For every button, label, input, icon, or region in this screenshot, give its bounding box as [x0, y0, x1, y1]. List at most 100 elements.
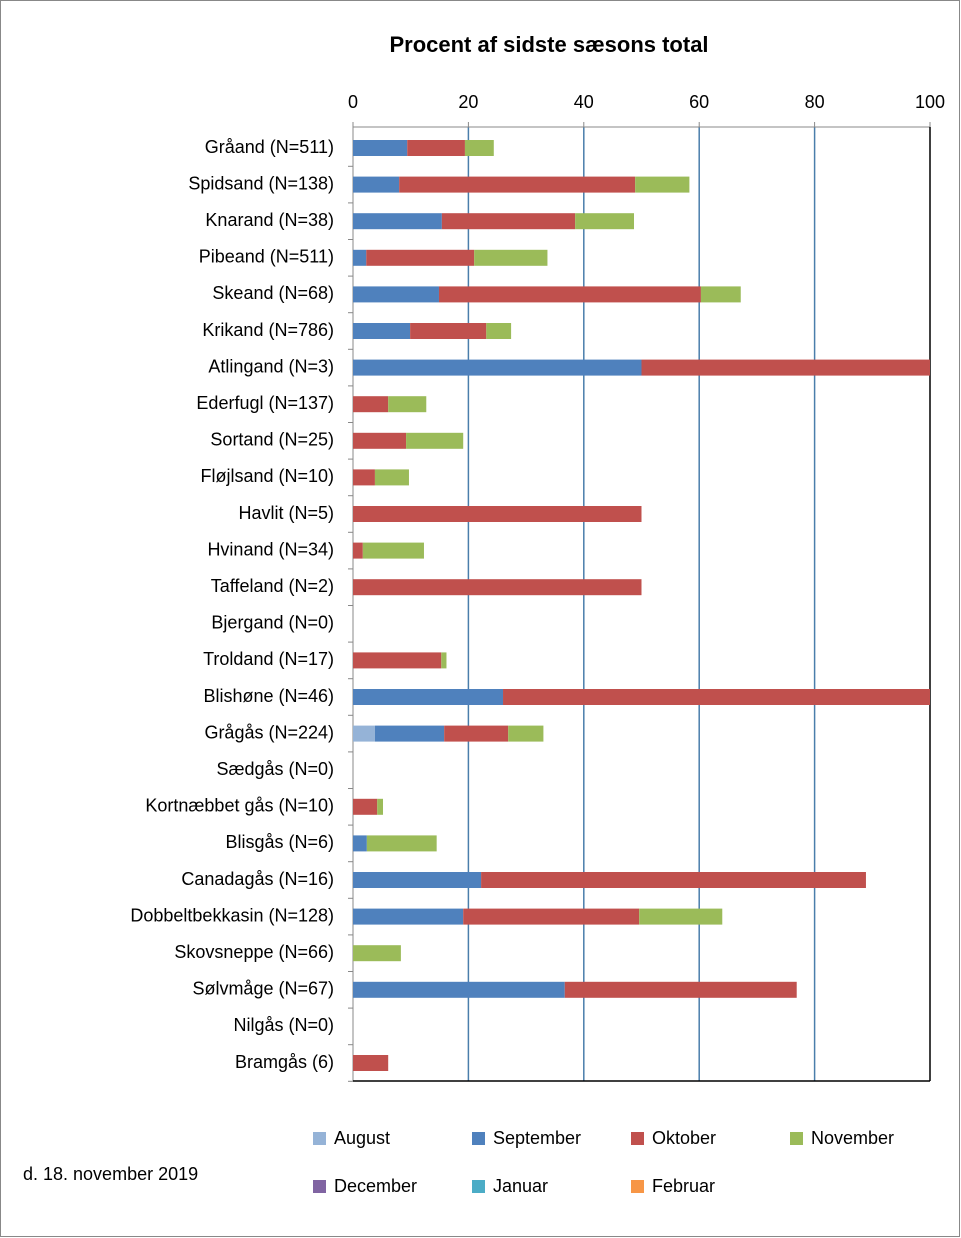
y-tick-label: Hvinand (N=34): [207, 539, 334, 559]
bar-segment: [353, 579, 642, 596]
y-tick-label: Sortand (N=25): [210, 430, 334, 450]
y-tick-label: Ederfugl (N=137): [196, 393, 334, 413]
y-tick-label: Sædgås (N=0): [216, 759, 334, 779]
bar-segment: [564, 981, 797, 998]
bar-segment: [353, 652, 442, 669]
bar-segment: [353, 1055, 389, 1071]
bar-segment: [366, 835, 437, 852]
bar-segment: [353, 835, 367, 852]
bar-segment: [441, 213, 576, 230]
bar-segment: [353, 689, 504, 705]
footnote: d. 18. november 2019: [23, 1164, 198, 1184]
y-tick-label: Spidsand (N=138): [188, 173, 334, 193]
y-tick-label: Dobbeltbekkasin (N=128): [130, 905, 334, 925]
bar-segment: [353, 396, 389, 413]
y-tick-label: Skovsneppe (N=66): [174, 942, 334, 962]
x-tick-label: 0: [348, 92, 358, 112]
legend-swatch: [631, 1180, 644, 1193]
bar-segment: [353, 432, 407, 449]
bar-segment: [374, 725, 445, 742]
legend-label: November: [811, 1128, 894, 1148]
y-tick-label: Gråand (N=511): [205, 137, 334, 157]
bar-segment: [481, 872, 866, 888]
x-tick-label: 80: [805, 92, 825, 112]
bar-segment: [353, 176, 400, 193]
bar-segment: [508, 725, 544, 742]
bar-segment: [464, 140, 494, 156]
x-tick-label: 40: [574, 92, 594, 112]
bar-segment: [407, 140, 465, 156]
y-tick-label: Nilgås (N=0): [233, 1015, 334, 1035]
legend-swatch: [790, 1132, 803, 1145]
chart-title: Procent af sidste sæsons total: [389, 32, 708, 57]
bar-segment: [635, 176, 690, 193]
bar-segment: [353, 725, 375, 742]
y-tick-label: Knarand (N=38): [205, 210, 334, 230]
y-tick-label: Grågås (N=224): [204, 722, 334, 742]
legend-swatch: [313, 1132, 326, 1145]
y-tick-label: Canadagås (N=16): [181, 869, 334, 889]
y-tick-label: Havlit (N=5): [238, 503, 334, 523]
y-tick-label: Taffeland (N=2): [211, 576, 334, 596]
bar-segment: [441, 652, 447, 669]
y-tick-label: Atlingand (N=3): [208, 356, 334, 376]
bar-segment: [410, 323, 487, 339]
legend-label: December: [334, 1176, 417, 1196]
y-tick-label: Kortnæbbet gås (N=10): [145, 796, 334, 816]
bar-segment: [399, 176, 636, 193]
bar-segment: [353, 213, 442, 230]
y-tick-label: Skeand (N=68): [212, 283, 334, 303]
x-tick-label: 100: [915, 92, 945, 112]
bar-segment: [575, 213, 634, 230]
bar-segment: [353, 140, 408, 156]
bar-segment: [374, 469, 409, 486]
bar-segment: [377, 798, 384, 815]
bar-segment: [700, 286, 741, 303]
y-tick-label: Bjergand (N=0): [211, 613, 334, 633]
legend-label: August: [334, 1128, 390, 1148]
legend-label: Februar: [652, 1176, 715, 1196]
y-tick-label: Blishøne (N=46): [203, 686, 334, 706]
legend-label: September: [493, 1128, 581, 1148]
y-tick-label: Pibeand (N=511): [199, 247, 334, 267]
legend-label: Januar: [493, 1176, 548, 1196]
bar-segment: [353, 798, 378, 815]
bar-segment: [353, 542, 363, 559]
y-tick-label: Krikand (N=786): [202, 320, 334, 340]
bar-segment: [353, 506, 642, 522]
y-tick-label: Troldand (N=17): [203, 649, 334, 669]
bar-segment: [366, 249, 475, 266]
bar-segment: [353, 872, 482, 888]
bar-segment: [353, 359, 642, 376]
legend-swatch: [313, 1180, 326, 1193]
bar-segment: [639, 908, 723, 925]
bar-segment: [406, 432, 464, 449]
bar-segment: [353, 945, 401, 962]
legend-swatch: [472, 1132, 485, 1145]
bar-segment: [641, 359, 930, 376]
bar-segment: [388, 396, 427, 413]
bar-segment: [438, 286, 701, 303]
legend-label: Oktober: [652, 1128, 716, 1148]
y-tick-label: Blisgås (N=6): [225, 832, 334, 852]
x-tick-label: 60: [689, 92, 709, 112]
y-tick-label: Fløjlsand (N=10): [200, 466, 334, 486]
bar-segment: [353, 469, 375, 486]
bar-segment: [353, 249, 367, 266]
bar-segment: [474, 249, 548, 266]
bar-segment: [353, 323, 411, 339]
x-tick-label: 20: [458, 92, 478, 112]
bar-segment: [486, 323, 512, 339]
bar-segment: [353, 981, 565, 998]
bar-segment: [353, 286, 439, 303]
y-tick-label: Bramgås (6): [235, 1052, 334, 1072]
bar-segment: [463, 908, 640, 925]
bar-segment: [353, 908, 464, 925]
legend-swatch: [472, 1180, 485, 1193]
legend-swatch: [631, 1132, 644, 1145]
y-tick-label: Sølvmåge (N=67): [192, 979, 334, 999]
bar-segment: [503, 689, 930, 705]
bar-segment: [362, 542, 424, 559]
